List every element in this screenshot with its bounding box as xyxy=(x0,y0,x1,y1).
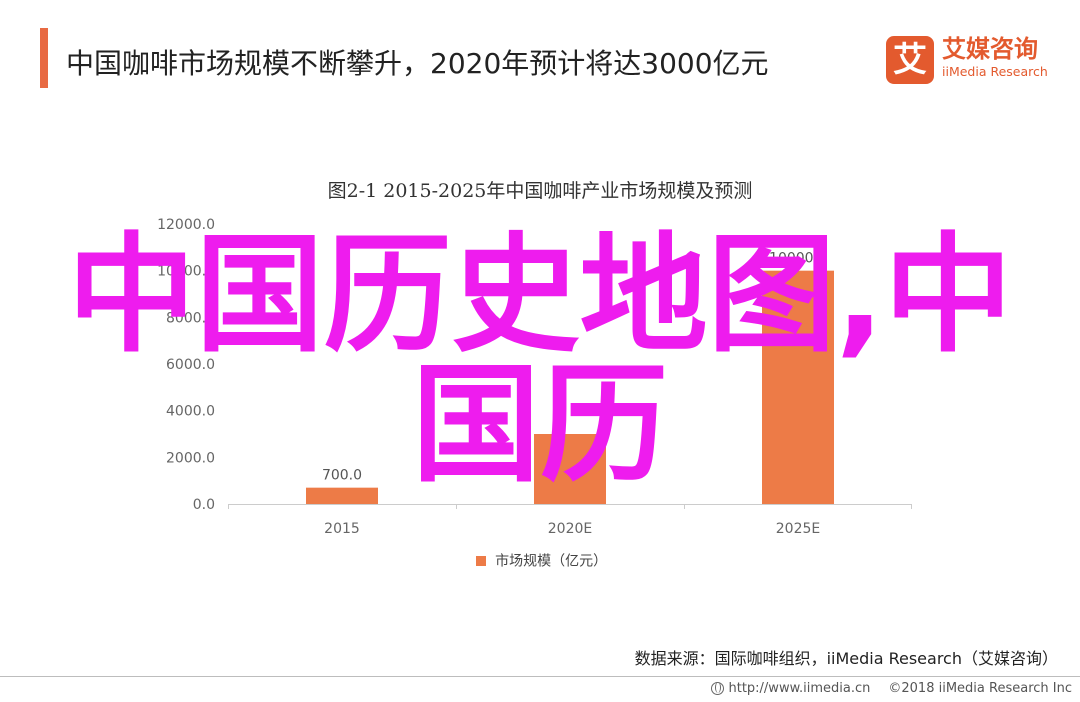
y-tick-label: 12000.0 xyxy=(157,217,215,233)
data-label: 10000.0 xyxy=(769,251,827,267)
x-tick-label: 2020E xyxy=(548,521,592,537)
page-title: 中国咖啡市场规模不断攀升，2020年预计将达3000亿元 xyxy=(66,47,769,80)
globe-icon xyxy=(711,682,725,695)
footer-copyright: ©2018 iiMedia Research Inc xyxy=(888,681,1072,696)
data-label: 700.0 xyxy=(322,468,362,484)
bar-2015 xyxy=(306,487,378,504)
footer: http://www.iimedia.cn ©2018 iiMedia Resea… xyxy=(711,681,1072,696)
x-tick-label: 2015 xyxy=(324,521,360,537)
brand-logo: 艾 艾媒咨询 iiMedia Research xyxy=(886,35,1066,86)
footer-url[interactable]: http://www.iimedia.cn xyxy=(728,681,871,696)
y-tick-label: 4000.0 xyxy=(166,404,215,420)
data-source: 数据来源：国际咖啡组织，iiMedia Research（艾媒咨询） xyxy=(634,649,1058,668)
x-tick-label: 2025E xyxy=(776,521,820,537)
footer-divider xyxy=(0,676,1080,677)
y-tick-label: 6000.0 xyxy=(166,357,215,373)
bar-2025E xyxy=(762,270,834,504)
chart-title: 图2-1 2015-2025年中国咖啡产业市场规模及预测 xyxy=(327,180,753,202)
y-tick-label: 2000.0 xyxy=(166,450,215,466)
bar-chart: 0.0 2000.0 4000.0 6000.0 8000.0 10000.0 12000.… xyxy=(157,217,912,537)
bar-2020E xyxy=(534,434,606,504)
logo-name-en: iiMedia Research xyxy=(942,64,1048,79)
legend-label: 市场规模（亿元） xyxy=(495,553,608,570)
logo-mark-icon: 艾 xyxy=(886,36,934,84)
logo-name-cn: 艾媒咨询 xyxy=(942,35,1038,63)
y-tick-label: 10000.0 xyxy=(157,264,215,280)
legend-swatch xyxy=(476,555,486,566)
y-tick-label: 8000.0 xyxy=(166,310,215,326)
y-tick-label: 0.0 xyxy=(193,497,215,513)
chart-legend: 市场规模（亿元） xyxy=(476,550,607,570)
title-accent-bar xyxy=(40,28,48,88)
